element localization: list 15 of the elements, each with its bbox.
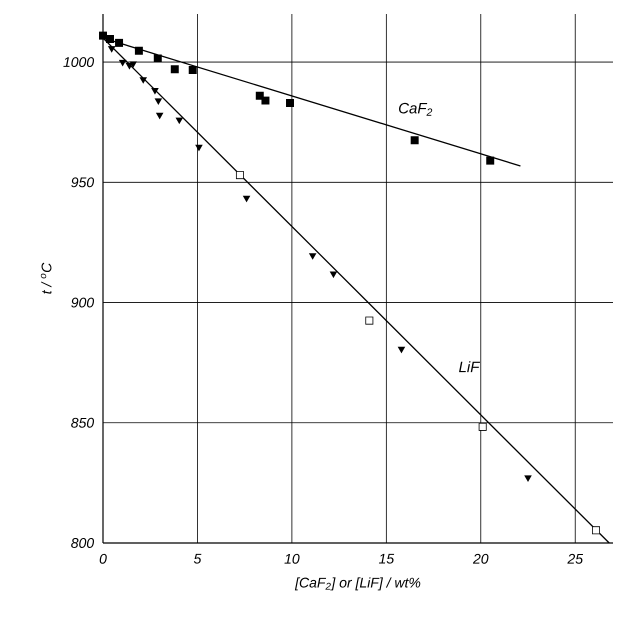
x-tick-label: 25 (567, 554, 584, 564)
x-tick-label: 10 (284, 554, 300, 564)
y-tick-label: 800 (71, 538, 94, 548)
x-tick-label: 5 (194, 554, 202, 564)
series-label: CaF$_{2}$ (399, 102, 432, 116)
y-tick-label: 1000 (63, 57, 94, 68)
y-tick-label: 900 (71, 298, 94, 308)
x-tick-label: 0 (100, 554, 107, 564)
series-label: LiF (459, 361, 480, 372)
y-axis-title: t / $^{o}$C (40, 262, 52, 294)
y-tick-label: 850 (71, 418, 94, 428)
y-tick-label: 950 (71, 177, 94, 188)
x-tick-label: 20 (472, 554, 488, 564)
x-tick-label: 15 (378, 554, 394, 564)
x-axis-title: [CaF$_{2}$] or [LiF] / wt% (294, 577, 420, 590)
